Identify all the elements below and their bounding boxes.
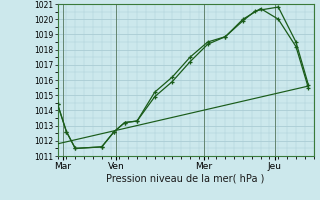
X-axis label: Pression niveau de la mer( hPa ): Pression niveau de la mer( hPa ) [107,173,265,183]
